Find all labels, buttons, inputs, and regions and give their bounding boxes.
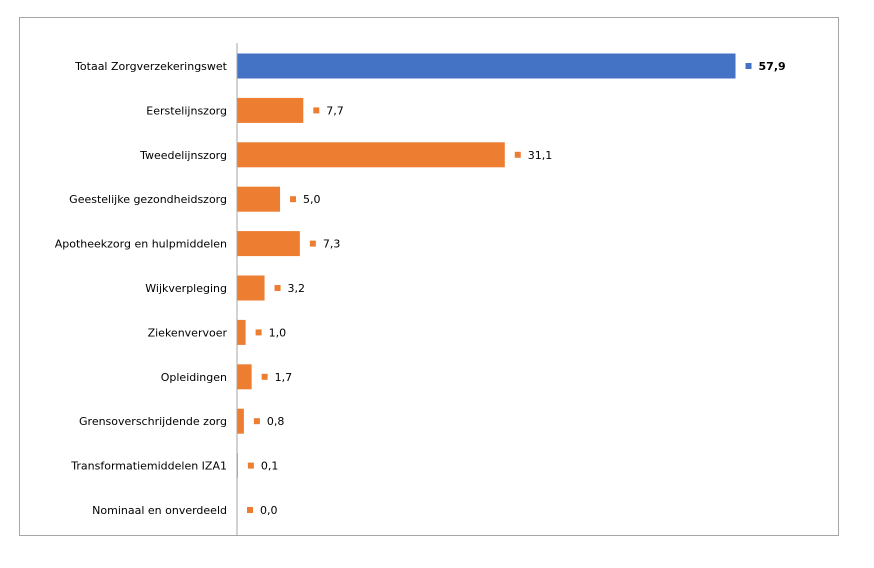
data-label: 0,8 bbox=[267, 415, 285, 428]
category-label: Apotheekzorg en hulpmiddelen bbox=[55, 238, 227, 251]
data-label: 7,3 bbox=[323, 238, 341, 251]
bar bbox=[237, 319, 246, 345]
legend-key-marker bbox=[261, 373, 268, 380]
legend-key-marker bbox=[253, 418, 260, 425]
bar bbox=[237, 231, 300, 257]
bars bbox=[237, 53, 736, 479]
legend-key-marker bbox=[247, 507, 253, 513]
value-labels: 57,9 7,7 31,1 5,0 7,3 3,2 1,0 1,7 0,8 0,1 0,0 bbox=[247, 60, 786, 517]
category-label: Tweedelijnszorg bbox=[139, 149, 227, 162]
category-label: Transformatiemiddelen IZA1 bbox=[70, 460, 227, 473]
category-label: Wijkverpleging bbox=[145, 282, 227, 295]
data-label: 3,2 bbox=[288, 282, 306, 295]
data-label: 0,1 bbox=[261, 460, 279, 473]
data-label: 7,7 bbox=[326, 104, 344, 117]
bar bbox=[237, 408, 244, 434]
legend-key-marker bbox=[309, 240, 316, 247]
bar-chart: Totaal Zorgverzekeringswet Eerstelijnszor… bbox=[55, 43, 786, 535]
category-label: Totaal Zorgverzekeringswet bbox=[74, 60, 228, 73]
legend-key-marker bbox=[514, 151, 521, 158]
category-label: Geestelijke gezondheidszorg bbox=[69, 193, 227, 206]
data-label: 31,1 bbox=[528, 149, 553, 162]
legend-key-marker bbox=[274, 285, 281, 291]
bar bbox=[237, 186, 281, 212]
category-labels: Totaal Zorgverzekeringswet Eerstelijnszor… bbox=[55, 60, 228, 517]
category-label: Opleidingen bbox=[161, 371, 227, 384]
data-label: 0,0 bbox=[260, 504, 278, 517]
legend-key-marker bbox=[745, 63, 752, 69]
legend-key-marker bbox=[313, 107, 320, 114]
data-label: 5,0 bbox=[303, 193, 321, 206]
bar bbox=[237, 142, 505, 168]
bar-total bbox=[237, 53, 736, 79]
category-label: Grensoverschrijdende zorg bbox=[79, 415, 227, 428]
bar bbox=[237, 364, 252, 390]
legend-key-marker bbox=[247, 462, 254, 469]
bar bbox=[237, 275, 265, 301]
category-label: Ziekenvervoer bbox=[148, 326, 228, 339]
bar bbox=[237, 97, 304, 123]
chart-frame: Totaal Zorgverzekeringswet Eerstelijnszor… bbox=[19, 17, 839, 536]
data-label: 1,0 bbox=[269, 326, 287, 339]
category-label: Nominaal en onverdeeld bbox=[92, 504, 227, 517]
data-label: 1,7 bbox=[275, 371, 293, 384]
category-label: Eerstelijnszorg bbox=[146, 104, 227, 117]
data-label: 57,9 bbox=[759, 60, 786, 73]
legend-key-marker bbox=[255, 329, 262, 336]
legend-key-marker bbox=[290, 196, 297, 203]
